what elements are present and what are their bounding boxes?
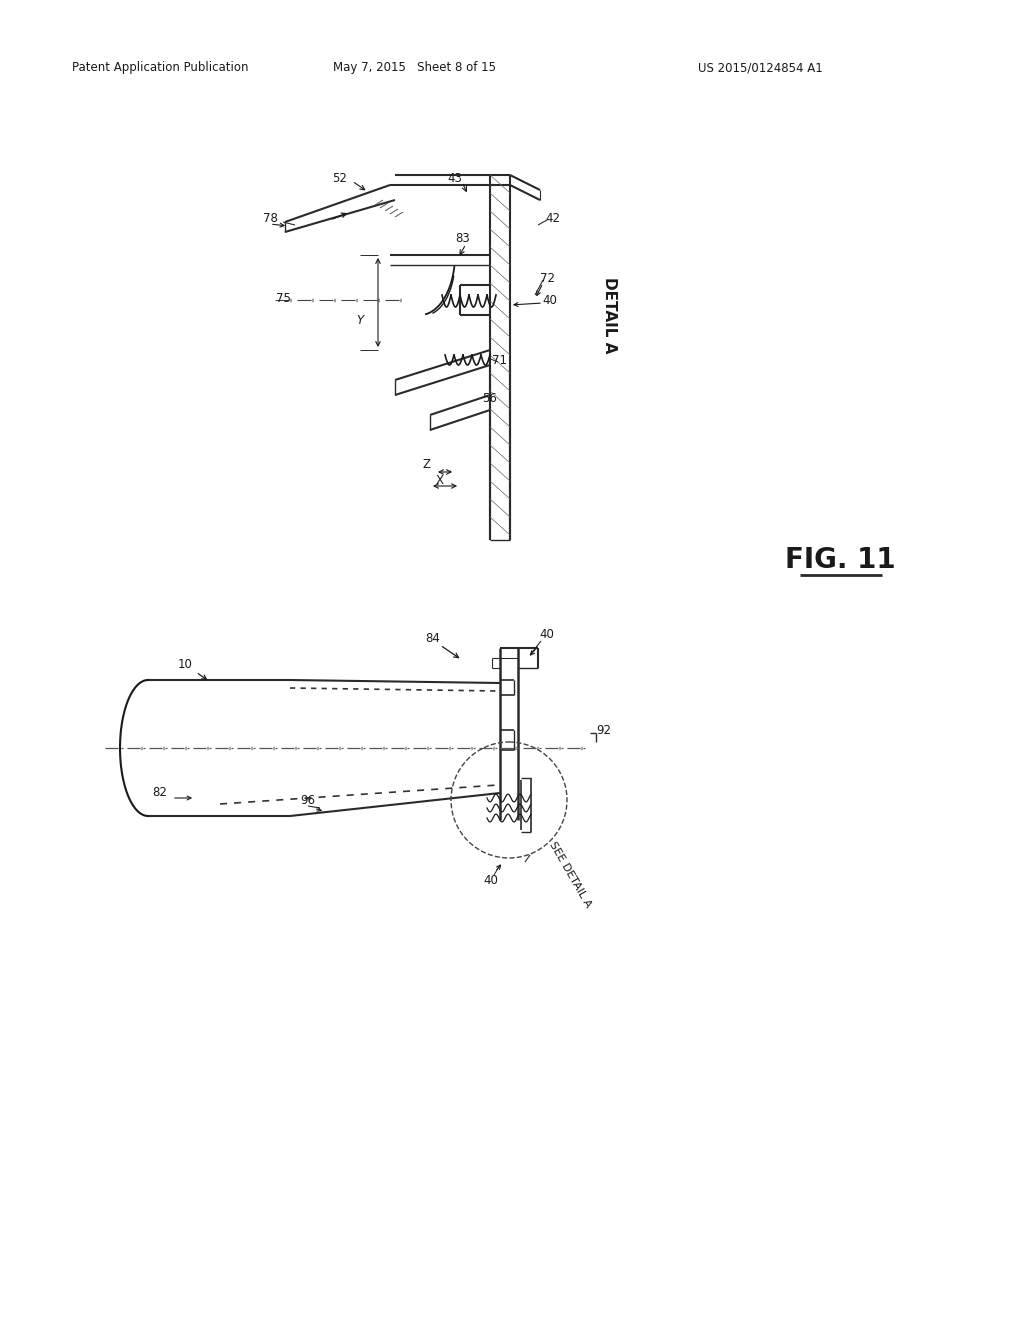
Text: 84: 84 (425, 631, 440, 644)
Text: Z: Z (423, 458, 431, 471)
Text: 52: 52 (332, 172, 347, 185)
Text: SEE DETAIL A: SEE DETAIL A (546, 841, 592, 909)
Text: 56: 56 (482, 392, 497, 404)
Text: US 2015/0124854 A1: US 2015/0124854 A1 (697, 62, 821, 74)
Text: FIG. 11: FIG. 11 (784, 546, 895, 574)
Text: 96: 96 (301, 793, 315, 807)
Text: 75: 75 (275, 292, 290, 305)
Text: 92: 92 (596, 723, 611, 737)
Text: DETAIL A: DETAIL A (602, 277, 616, 354)
Text: 10: 10 (177, 659, 193, 672)
Text: 42: 42 (545, 211, 560, 224)
Text: 78: 78 (262, 211, 277, 224)
Text: 40: 40 (483, 874, 498, 887)
Text: 71: 71 (492, 354, 507, 367)
Text: Patent Application Publication: Patent Application Publication (71, 62, 248, 74)
Text: 83: 83 (455, 231, 470, 244)
Text: Y: Y (356, 314, 363, 326)
Text: 72: 72 (540, 272, 555, 285)
Text: 40: 40 (542, 293, 557, 306)
Text: X: X (435, 474, 443, 487)
Text: 43: 43 (447, 172, 462, 185)
Text: 82: 82 (153, 785, 167, 799)
Text: 40: 40 (539, 628, 554, 642)
Text: May 7, 2015   Sheet 8 of 15: May 7, 2015 Sheet 8 of 15 (333, 62, 496, 74)
